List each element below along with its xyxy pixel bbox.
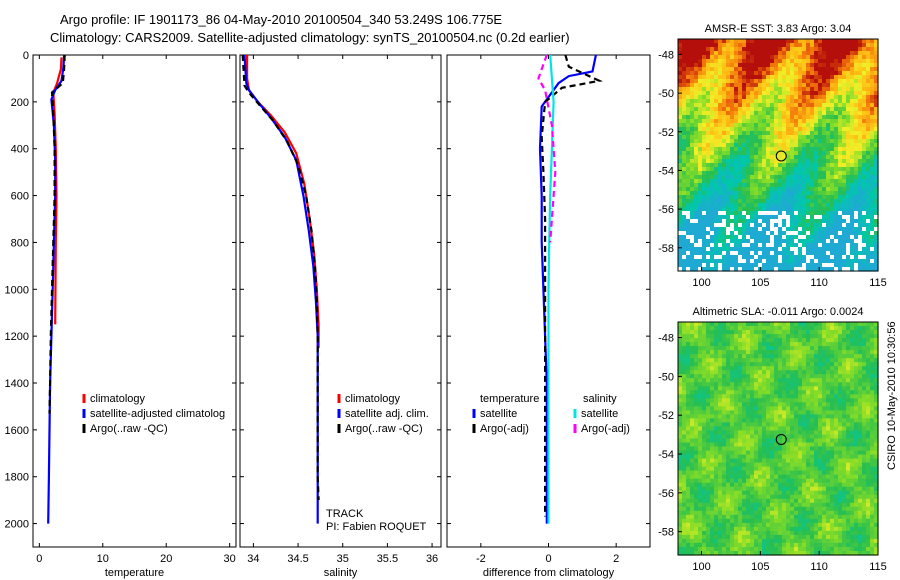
difference-xtick-label: 0 bbox=[545, 553, 551, 565]
diff-legend-label: satellite bbox=[581, 408, 618, 420]
sst_map-ytick-label: -54 bbox=[658, 165, 674, 177]
depth-tick-label: 1600 bbox=[5, 425, 29, 437]
difference-xtick-label: -2 bbox=[476, 553, 486, 565]
sla_map-title: Altimetric SLA: -0.011 Argo: 0.0024 bbox=[693, 306, 864, 318]
depth-tick-label: 800 bbox=[11, 237, 29, 249]
diff-legend-group-title: temperature bbox=[480, 393, 539, 405]
depth-tick-label: 1200 bbox=[5, 331, 29, 343]
sla_map-ytick-label: -48 bbox=[658, 333, 674, 345]
sla_map-ytick-label: -54 bbox=[658, 449, 674, 461]
temperature-xtick-label: 10 bbox=[97, 553, 109, 565]
sla_map-frame bbox=[677, 321, 879, 556]
temperature-legend-label: Argo(..raw -QC) bbox=[90, 423, 168, 435]
sla_map-xtick-label: 105 bbox=[751, 561, 769, 573]
sst_map-ytick-label: -58 bbox=[658, 243, 674, 255]
salinity-plot-frame bbox=[239, 54, 442, 548]
timestamp-stamp: CSIRO 10-May-2010 10:30:56 bbox=[886, 321, 898, 470]
depth-tick-label: 2000 bbox=[5, 519, 29, 531]
sla_map-argo-location-marker bbox=[775, 433, 787, 445]
temperature-xtick-label: 20 bbox=[160, 553, 172, 565]
pi-annotation: PI: Fabien ROQUET bbox=[326, 521, 427, 533]
temperature-legend-label: climatology bbox=[90, 393, 146, 405]
sla_map-xtick-label: 115 bbox=[869, 561, 887, 573]
depth-tick-label: 1400 bbox=[5, 378, 29, 390]
salinity-legend-label: Argo(..raw -QC) bbox=[345, 423, 423, 435]
depth-tick-label: 600 bbox=[11, 191, 29, 203]
sla_map-xtick-label: 110 bbox=[810, 561, 828, 573]
temperature-xtick-label: 30 bbox=[224, 553, 236, 565]
temperature-x-axis-label: temperature bbox=[105, 567, 164, 579]
salinity-x-axis-label: salinity bbox=[324, 567, 358, 579]
temperature-series-argo-raw-qc- bbox=[48, 54, 66, 414]
diff-legend-label: Argo(-adj) bbox=[581, 423, 630, 435]
sla_map-ytick-label: -52 bbox=[658, 410, 674, 422]
temperature-series-climatology bbox=[52, 57, 63, 325]
sla_map-xtick-label: 100 bbox=[692, 561, 710, 573]
salinity-xtick-label: 35 bbox=[337, 553, 349, 565]
depth-tick-label: 200 bbox=[11, 97, 29, 109]
difference-series-temperature-satellite bbox=[538, 54, 597, 524]
sst_map-title: AMSR-E SST: 3.83 Argo: 3.04 bbox=[705, 23, 852, 35]
difference-xtick-label: 2 bbox=[613, 553, 619, 565]
depth-tick-label: 400 bbox=[11, 144, 29, 156]
salinity-xtick-label: 34 bbox=[247, 553, 259, 565]
depth-tick-label: 0 bbox=[23, 50, 29, 62]
sst_map-xtick-label: 115 bbox=[869, 277, 887, 289]
depth-tick-label: 1000 bbox=[5, 284, 29, 296]
diff-legend-label: satellite bbox=[480, 408, 517, 420]
track-annotation: TRACK bbox=[326, 508, 364, 520]
sst_map-ytick-label: -50 bbox=[658, 88, 674, 100]
sst_map-argo-location-marker bbox=[775, 150, 787, 162]
sla_map-ytick-label: -50 bbox=[658, 371, 674, 383]
sla_map-pixel-grid bbox=[678, 322, 879, 556]
sla_map-ytick-label: -58 bbox=[658, 527, 674, 539]
sst_map-ytick-label: -48 bbox=[658, 49, 674, 61]
salinity-legend-label: climatology bbox=[345, 393, 401, 405]
depth-tick-label: 1800 bbox=[5, 472, 29, 484]
sst_map-xtick-label: 105 bbox=[751, 277, 769, 289]
sla_map-ytick-label: -56 bbox=[658, 488, 674, 500]
difference-series-temperature-argo-adj- bbox=[540, 54, 603, 517]
sst_map-pixel-grid bbox=[678, 39, 879, 272]
temperature-xtick-label: 0 bbox=[36, 553, 42, 565]
sst_map-frame bbox=[677, 38, 879, 272]
diff-legend-group-title: salinity bbox=[583, 393, 617, 405]
salinity-series-argo-raw-qc- bbox=[241, 54, 320, 501]
figure-title-line2: Climatology: CARS2009. Satellite-adjuste… bbox=[50, 30, 570, 45]
diff-legend-label: Argo(-adj) bbox=[480, 423, 529, 435]
temperature-plot-frame bbox=[32, 54, 237, 548]
sst_map-ytick-label: -56 bbox=[658, 204, 674, 216]
salinity-legend-label: satellite adj. clim. bbox=[345, 408, 429, 420]
salinity-xtick-label: 34.5 bbox=[287, 553, 308, 565]
sst_map-ytick-label: -52 bbox=[658, 127, 674, 139]
difference-series-salinity-argo-adj- bbox=[537, 54, 557, 243]
salinity-xtick-label: 35.5 bbox=[377, 553, 398, 565]
salinity-series-satellite-adj-clim- bbox=[243, 54, 319, 524]
sst_map-xtick-label: 110 bbox=[810, 277, 828, 289]
difference-x-axis-label: difference from climatology bbox=[483, 567, 615, 579]
temperature-legend-label: satellite-adjusted climatolog bbox=[90, 408, 225, 420]
salinity-xtick-label: 36 bbox=[426, 553, 438, 565]
sst_map-xtick-label: 100 bbox=[692, 277, 710, 289]
figure-title-line1: Argo profile: IF 1901173_86 04-May-2010 … bbox=[60, 12, 503, 27]
